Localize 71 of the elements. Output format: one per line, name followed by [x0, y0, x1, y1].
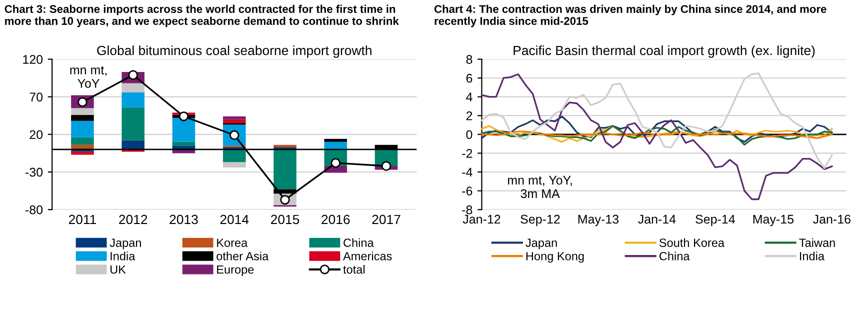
- y-tick-label: 8: [466, 55, 472, 64]
- legend-label: Europe: [217, 265, 254, 276]
- bar: [122, 140, 144, 150]
- x-tick-label: 2015: [270, 214, 300, 224]
- bar: [71, 120, 94, 138]
- y-tick-label: 2: [466, 111, 472, 120]
- y-tick-label: -4: [462, 168, 472, 177]
- x-tick-label: Jan-12: [462, 214, 500, 224]
- legend-label: India: [800, 252, 824, 260]
- bar: [222, 116, 246, 120]
- bar: [324, 138, 348, 142]
- y-tick-label: -80: [26, 205, 43, 214]
- x-tick-label: May-13: [578, 214, 619, 226]
- bar: [71, 108, 94, 115]
- x-tick-label: 2013: [170, 214, 198, 224]
- y-tick-label: 120: [23, 55, 43, 64]
- y-tick-label: -30: [26, 168, 43, 177]
- chart-subtitle: Pacific Basin thermal coal import growth (ex. lignite): [514, 45, 815, 58]
- legend-label: Korea: [217, 238, 248, 247]
- bar: [274, 149, 296, 190]
- annotation: mn mt, YoY, 3m MA: [508, 176, 572, 198]
- chart-title: Chart 3: Seaborne imports across the world contracted for the first time in more than 10 years, and we expect seaborne demand to continue to shrink: [4, 4, 399, 28]
- chart-subtitle: Global bituminous coal seaborne import growth: [97, 45, 372, 58]
- legend-label: Americas: [343, 252, 392, 260]
- bar: [222, 162, 246, 168]
- y-tick-label: 20: [30, 130, 43, 140]
- x-tick-label: Sep-14: [696, 214, 735, 226]
- legend-label: China: [344, 238, 374, 247]
- legend-label: UK: [110, 265, 126, 274]
- x-tick-label: 2011: [68, 214, 96, 224]
- y-tick-label: -8: [462, 205, 472, 214]
- line-series: [480, 73, 833, 200]
- y-tick-label: 70: [30, 92, 43, 102]
- y-tick-label: -6: [462, 186, 472, 196]
- point: [381, 161, 392, 171]
- bar: [122, 92, 144, 108]
- bar: [172, 118, 196, 142]
- bar: [71, 152, 94, 155]
- y-tick-label: 6: [466, 74, 472, 83]
- x-tick-label: Jan-16: [813, 214, 850, 224]
- legend-label: China: [659, 252, 690, 260]
- line-series: [480, 130, 833, 139]
- bar: [222, 149, 246, 162]
- legend-label: Japan: [526, 238, 557, 250]
- bar: [71, 137, 94, 145]
- annotation: mn mt, YoY: [70, 66, 107, 88]
- point: [178, 111, 189, 122]
- line-series: [480, 116, 833, 143]
- x-tick-label: 2012: [119, 214, 148, 224]
- legend-label: other Asia: [216, 252, 269, 260]
- bar: [172, 142, 196, 146]
- bar: [222, 119, 246, 124]
- legend-label: South Korea: [659, 238, 725, 247]
- legend-label: Japan: [110, 238, 141, 250]
- legend-label: total: [343, 265, 365, 274]
- legend-label: Hong Kong: [526, 252, 584, 263]
- x-tick-label: 2016: [322, 214, 350, 224]
- legend-label: Taiwan: [799, 238, 835, 247]
- y-tick-label: 0: [466, 130, 472, 140]
- x-tick-label: 2014: [220, 214, 249, 224]
- bar: [122, 83, 144, 92]
- y-tick-label: -2: [462, 149, 472, 158]
- x-tick-label: May-15: [753, 214, 794, 226]
- legend-label: India: [110, 252, 136, 260]
- y-tick-label: 4: [466, 92, 472, 102]
- chart-title: Chart 4: The contraction was driven mainly by China since 2014, and more recently India since mid-2015: [434, 4, 826, 28]
- bar: [71, 114, 94, 121]
- bar: [122, 107, 144, 140]
- x-tick-label: 2017: [372, 214, 400, 224]
- x-tick-label: Jan-14: [638, 214, 676, 224]
- x-tick-label: Sep-12: [520, 214, 560, 226]
